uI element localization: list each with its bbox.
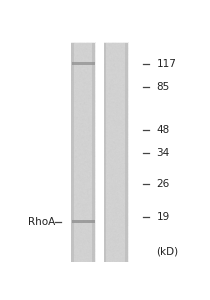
Text: 34: 34 (156, 148, 170, 158)
Bar (72, 220, 95, 224)
Bar (71, 43, 95, 262)
Bar (72, 62, 95, 65)
Text: 19: 19 (156, 212, 170, 222)
Text: 48: 48 (156, 124, 170, 135)
Bar (92, 43, 95, 262)
Bar (125, 43, 128, 262)
Bar (104, 43, 128, 262)
Text: (kD): (kD) (156, 247, 178, 257)
Bar (71, 43, 74, 262)
Bar (104, 43, 106, 262)
Text: 85: 85 (156, 82, 170, 92)
Text: RhoA: RhoA (28, 217, 55, 227)
Text: 117: 117 (156, 59, 176, 69)
Text: 26: 26 (156, 179, 170, 189)
